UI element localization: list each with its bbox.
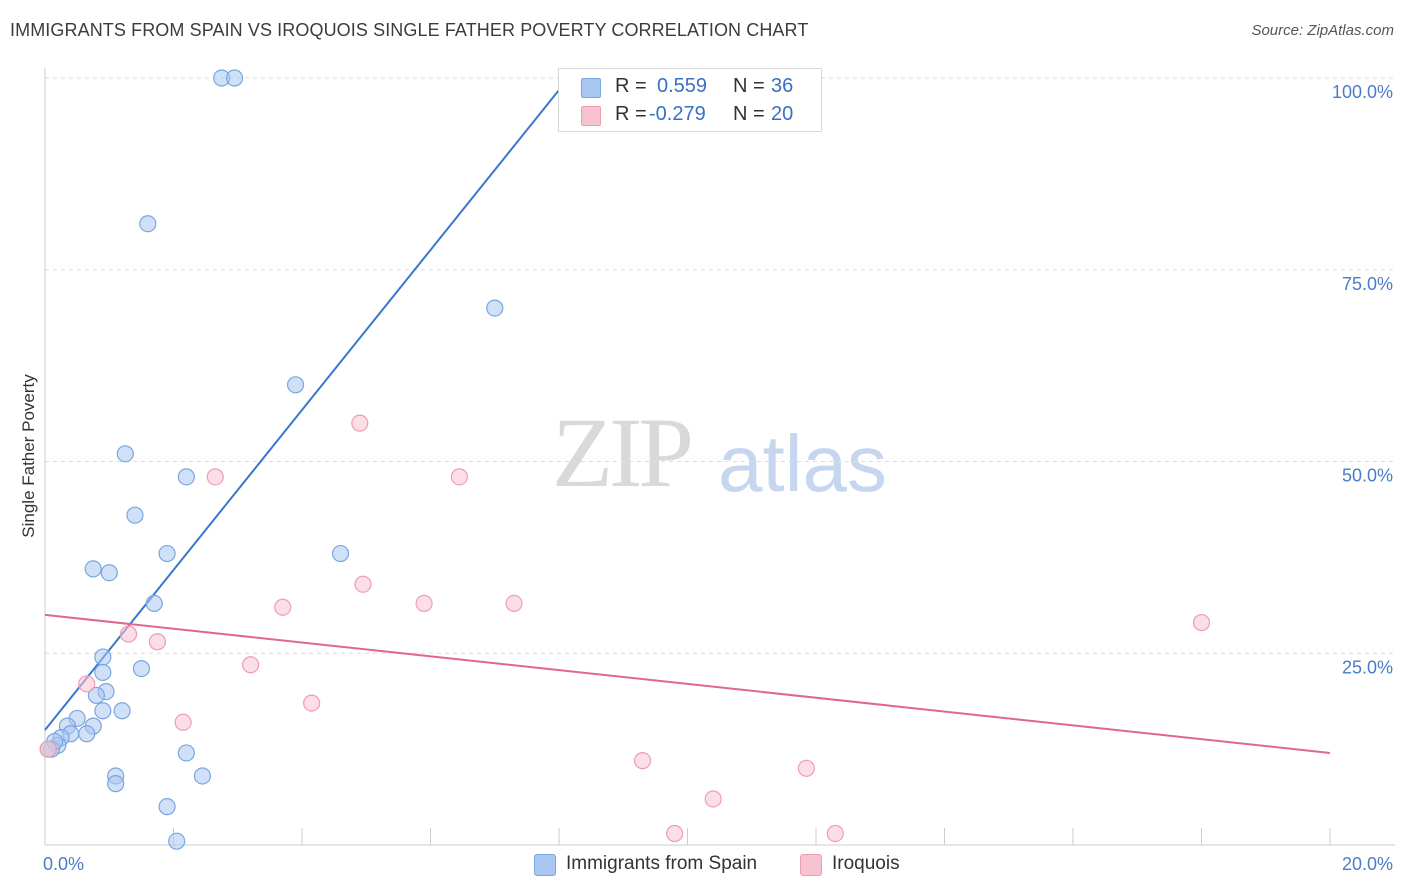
bottom-legend-label-iroquois: Iroquois xyxy=(832,853,900,874)
point-iroquois xyxy=(505,594,523,612)
legend-n-value: 36 xyxy=(771,75,794,97)
point-spain xyxy=(132,659,150,678)
grid-lines xyxy=(45,77,1395,654)
watermark-zip: ZIP xyxy=(552,397,694,508)
point-iroquois xyxy=(39,740,57,758)
point-spain xyxy=(225,69,244,87)
point-spain xyxy=(84,560,102,578)
point-spain xyxy=(158,544,176,563)
y-tick-label: 50.0% xyxy=(1342,466,1393,486)
bottom-legend-swatch-spain xyxy=(534,854,556,876)
y-tick-label: 25.0% xyxy=(1342,657,1393,677)
legend-n-label: N = xyxy=(733,75,765,97)
legend-r-label: R = xyxy=(615,103,647,125)
point-spain xyxy=(158,798,176,816)
point-spain xyxy=(78,725,96,743)
point-iroquois xyxy=(666,824,684,843)
axes xyxy=(44,68,1395,846)
correlation-legend: R = 0.559 N = 36 R = -0.279 N = 20 xyxy=(558,68,822,132)
point-iroquois xyxy=(826,824,844,843)
trendline-spain xyxy=(44,77,570,731)
bottom-legend-label-spain: Immigrants from Spain xyxy=(566,853,758,874)
legend-row-spain: R = 0.559 N = 36 xyxy=(559,73,821,101)
point-iroquois xyxy=(351,414,369,432)
point-spain xyxy=(331,544,350,563)
source-label: Source: ZipAtlas.com xyxy=(1251,22,1394,39)
point-spain xyxy=(87,686,106,705)
point-spain xyxy=(94,648,112,666)
legend-n-value: 20 xyxy=(771,103,794,125)
point-spain xyxy=(107,775,125,793)
tick-labels: 25.0% 50.0% 75.0% 100.0% 0.0% 20.0% Single Fat… xyxy=(19,82,1393,874)
point-spain xyxy=(177,468,195,486)
point-iroquois xyxy=(206,468,224,486)
point-spain xyxy=(113,702,131,720)
point-iroquois xyxy=(148,633,167,651)
point-iroquois xyxy=(704,790,722,808)
point-spain xyxy=(145,594,163,612)
x-tick-label: 20.0% xyxy=(1342,854,1393,874)
point-iroquois xyxy=(450,468,469,486)
point-spain xyxy=(94,663,112,682)
point-iroquois xyxy=(78,675,96,693)
point-iroquois xyxy=(354,575,372,593)
point-spain xyxy=(177,744,195,762)
point-iroquois xyxy=(633,752,652,770)
point-iroquois xyxy=(303,694,321,712)
point-spain xyxy=(139,215,157,233)
point-spain xyxy=(286,376,305,394)
point-spain xyxy=(486,299,504,317)
point-iroquois xyxy=(797,759,815,777)
watermark-atlas: atlas xyxy=(718,419,887,508)
data-points xyxy=(39,69,1211,850)
legend-swatch-iroquois xyxy=(581,106,601,126)
point-iroquois xyxy=(242,656,260,674)
point-spain xyxy=(193,767,212,785)
bottom-legend-swatch-iroquois xyxy=(800,854,822,876)
point-spain xyxy=(100,564,118,582)
chart-title: IMMIGRANTS FROM SPAIN VS IROQUOIS SINGLE… xyxy=(10,20,809,40)
point-iroquois xyxy=(1192,613,1211,632)
trendlines xyxy=(44,77,1331,754)
y-tick-label: 100.0% xyxy=(1332,82,1393,102)
legend-r-value: -0.279 xyxy=(649,103,706,125)
y-axis-title: Single Father Poverty xyxy=(19,374,38,538)
point-iroquois xyxy=(119,625,138,643)
point-iroquois xyxy=(415,594,433,612)
legend-n-label: N = xyxy=(733,103,765,125)
legend-r-value: 0.559 xyxy=(657,75,708,97)
y-tick-label: 75.0% xyxy=(1342,274,1393,294)
point-iroquois xyxy=(174,713,192,731)
point-iroquois xyxy=(274,598,292,616)
point-spain xyxy=(116,445,134,463)
legend-r-label: R = xyxy=(615,75,647,97)
x-tick-label: 0.0% xyxy=(43,854,84,874)
point-spain xyxy=(94,702,112,720)
legend-row-iroquois: R = -0.279 N = 20 xyxy=(559,101,821,129)
point-spain xyxy=(126,506,144,524)
point-spain xyxy=(168,832,186,850)
legend-swatch-spain xyxy=(581,78,601,98)
trendline-iroquois xyxy=(44,613,1331,754)
